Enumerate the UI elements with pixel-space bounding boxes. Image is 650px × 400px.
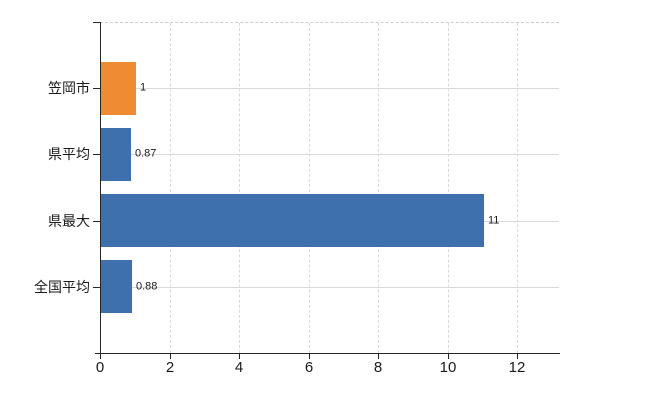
y-axis-tick bbox=[93, 287, 100, 288]
x-axis-tick-label: 10 bbox=[439, 359, 457, 376]
y-axis-tick bbox=[93, 154, 100, 155]
y-axis-label: 県最大 bbox=[48, 213, 90, 229]
x-axis-tick bbox=[309, 354, 310, 359]
x-axis-tick-label: 4 bbox=[234, 359, 244, 376]
x-axis-tick bbox=[378, 354, 379, 359]
bar bbox=[101, 128, 131, 181]
bar-value-label: 0.87 bbox=[135, 147, 157, 160]
bar-value-label: 1 bbox=[140, 81, 147, 94]
bar bbox=[101, 260, 132, 313]
gridline-horizontal bbox=[101, 154, 559, 155]
y-axis bbox=[100, 22, 101, 353]
x-axis-tick-label: 6 bbox=[304, 359, 314, 376]
y-axis-label: 県平均 bbox=[48, 146, 90, 162]
x-axis-tick-label: 2 bbox=[165, 359, 175, 376]
bar bbox=[101, 62, 136, 115]
gridline-vertical bbox=[517, 23, 518, 353]
gridline-vertical bbox=[378, 23, 379, 353]
gridline-vertical bbox=[239, 23, 240, 353]
y-axis-tick bbox=[93, 22, 100, 23]
bar-value-label: 0.88 bbox=[136, 280, 158, 293]
x-axis-tick bbox=[239, 354, 240, 359]
y-axis-label: 笠岡市 bbox=[48, 80, 90, 96]
gridline-vertical bbox=[448, 23, 449, 353]
x-axis bbox=[95, 353, 560, 354]
y-axis-tick bbox=[93, 88, 100, 89]
bar-value-label: 11 bbox=[488, 214, 500, 227]
y-axis-label: 全国平均 bbox=[34, 279, 90, 295]
x-axis-tick bbox=[170, 354, 171, 359]
x-axis-tick-label: 8 bbox=[373, 359, 383, 376]
gridline-horizontal bbox=[101, 287, 559, 288]
gridline-horizontal bbox=[101, 88, 559, 89]
gridline-vertical bbox=[309, 23, 310, 353]
x-axis-tick-label: 12 bbox=[508, 359, 526, 376]
x-axis-tick bbox=[100, 354, 101, 359]
x-axis-tick bbox=[448, 354, 449, 359]
x-axis-tick-label: 0 bbox=[95, 359, 105, 376]
x-axis-tick bbox=[517, 354, 518, 359]
gridline-vertical bbox=[170, 23, 171, 353]
bar bbox=[101, 194, 484, 247]
y-axis-tick bbox=[93, 221, 100, 222]
plot-top-border bbox=[100, 22, 559, 23]
